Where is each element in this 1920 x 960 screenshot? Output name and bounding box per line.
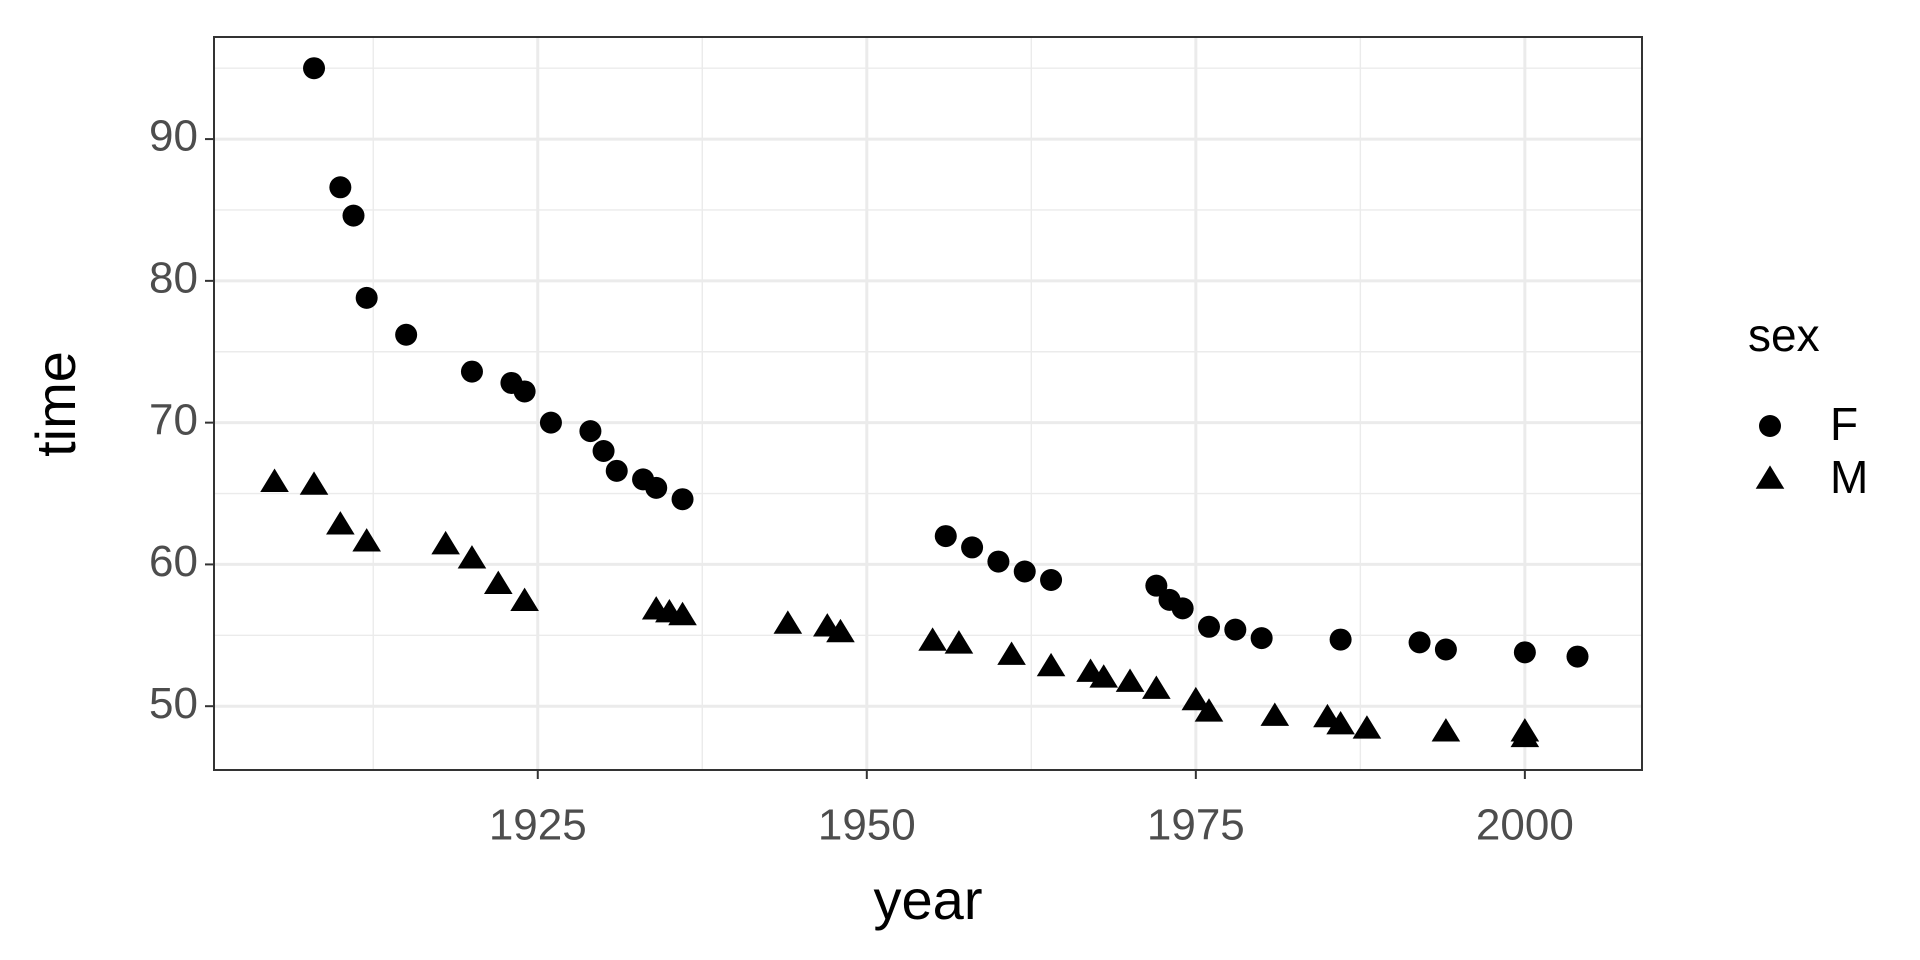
point [510,587,539,612]
point [1115,668,1145,692]
point [483,570,513,595]
point [342,204,365,227]
point [513,380,536,403]
point [1145,574,1168,597]
plot-background [214,37,1642,770]
point [299,471,329,495]
point [326,511,355,535]
point [460,360,483,383]
point [592,439,615,462]
point [1013,560,1036,583]
y-tick-label: 70 [149,395,198,444]
point [987,550,1010,573]
point [671,488,694,511]
legend-label: F [1830,398,1858,450]
point [352,528,381,552]
point [1329,628,1352,651]
y-tick-label: 80 [149,253,198,302]
point [645,476,668,499]
x-axis-title: year [874,868,983,931]
x-tick-label: 1975 [1147,801,1245,850]
point [1224,618,1247,641]
point [303,57,326,80]
point [1194,698,1224,722]
x-tick-label: 1950 [818,801,916,850]
point [1089,664,1119,688]
point [1260,702,1290,726]
point [773,610,803,634]
point [1513,641,1536,664]
point [1510,723,1540,748]
point [260,468,289,492]
point [826,618,855,643]
point [668,601,697,626]
x-tick-label: 2000 [1476,801,1574,850]
point [1171,597,1194,620]
point [1352,715,1382,739]
point [1142,675,1171,699]
point [431,530,460,555]
point [605,459,628,482]
y-tick-label: 90 [149,112,198,161]
point [1408,631,1431,654]
y-axis-title: time [24,351,87,457]
point [457,545,487,569]
point [1036,652,1066,677]
point [934,525,957,548]
y-tick-label: 60 [149,537,198,586]
legend-key [1759,415,1781,437]
point [329,176,352,199]
point [579,420,602,443]
legend-title: sex [1748,309,1820,361]
point [944,630,974,654]
point [395,323,418,346]
legend-key [1755,465,1785,489]
point [539,411,562,434]
point [918,627,947,651]
point [1250,627,1273,650]
point [355,286,378,309]
y-tick-label: 50 [149,679,198,728]
point [1431,718,1461,742]
point [1434,638,1457,661]
x-tick-label: 1925 [489,801,587,850]
point [1040,569,1063,592]
point [1181,686,1211,711]
point [1566,645,1589,668]
point [1197,615,1220,638]
point [997,641,1026,665]
point [961,536,984,559]
plot-border [213,36,1643,771]
point [1326,710,1355,735]
legend-label: M [1830,451,1868,503]
